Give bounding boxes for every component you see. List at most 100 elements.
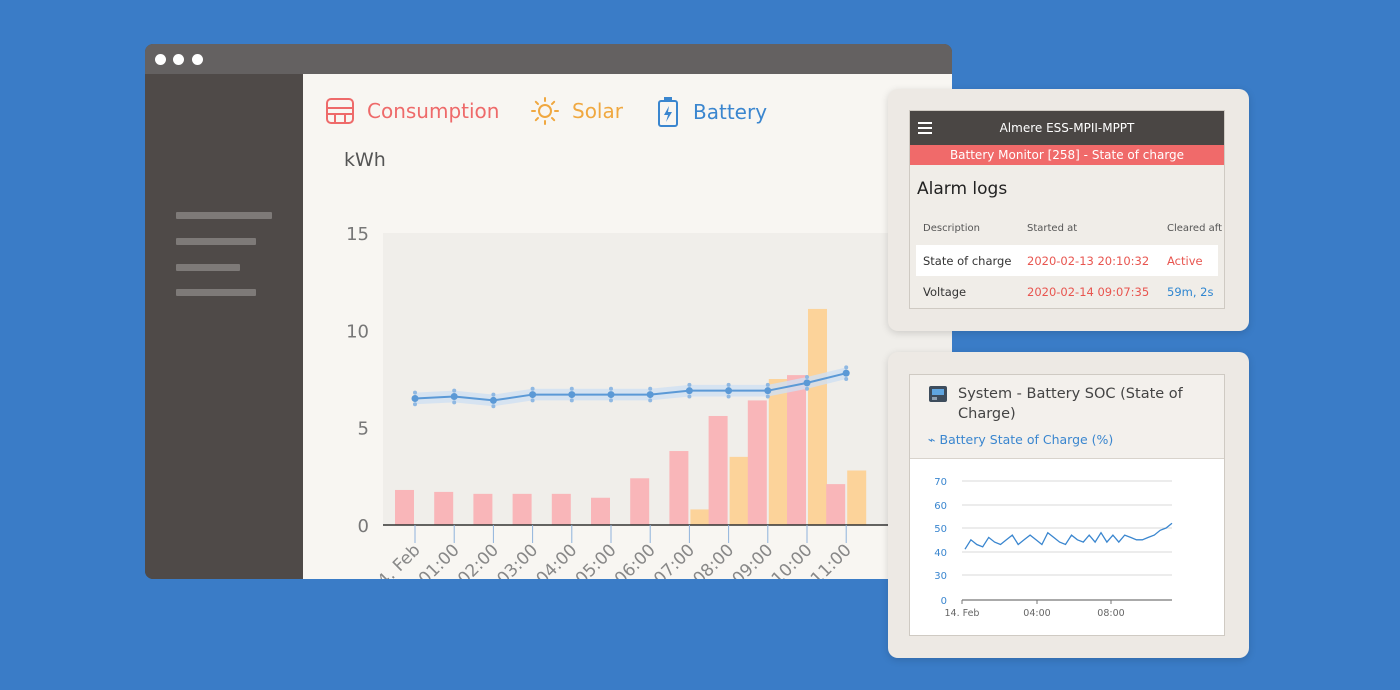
series-label: Battery State of Charge (%) [939,432,1114,447]
battery-range-marker [687,382,692,387]
battery-range-marker [530,386,535,391]
x-tick-label: 11:00 [807,540,856,579]
alarm-header: Almere ESS-MPII-MPPT [910,111,1224,145]
soc-chart: 0 30 40 50 60 70 14. Feb 04:00 08:00 [934,477,1173,619]
y-tick-label: 70 [934,477,947,488]
battery-point [529,391,537,399]
legend-battery-label: Battery [693,100,768,124]
legend-solar[interactable]: Solar [530,96,623,126]
menu-icon[interactable] [918,122,932,134]
row-started: 2020-02-13 20:10:32 [1027,254,1150,268]
alarm-banner[interactable]: Battery Monitor [258] - State of charge [910,145,1224,165]
y-tick-label: 0 [941,596,947,607]
solar-bar [808,308,827,525]
solar-bar [768,379,788,525]
battery-range-marker [726,394,731,399]
window-minimize-dot[interactable] [173,54,184,65]
widget-header: System - Battery SOC (State of Charge) ⌁… [910,375,1224,459]
battery-range-marker [844,365,849,370]
battery-point [725,387,733,395]
battery-point [607,391,615,399]
battery-point [450,393,458,401]
consumption-icon [326,98,354,124]
installation-name: Almere ESS-MPII-MPPT [999,121,1135,135]
soc-line [964,522,1173,550]
battery-range-marker [530,398,535,403]
row-description: State of charge [923,254,1012,268]
battery-range-marker [765,382,770,387]
legend-consumption-label: Consumption [367,99,500,123]
consumption-bar [708,415,728,525]
device-icon [929,386,947,402]
column-header-started[interactable]: Started at [1027,223,1078,234]
table-row[interactable] [916,245,1218,276]
alarm-logs-screen: Almere ESS-MPII-MPPT Battery Monitor [25… [909,110,1225,309]
sidebar [145,74,303,579]
row-cleared: Active [1167,254,1203,268]
column-header-description[interactable]: Description [923,223,980,234]
sidebar-placeholder-line [176,238,256,245]
sidebar-placeholder-line [176,212,272,219]
alarm-logs-card: Almere ESS-MPII-MPPT Battery Monitor [25… [888,89,1249,331]
legend-battery[interactable]: Battery [655,96,767,128]
battery-point [764,387,772,395]
y-tick-label: 0 [358,516,369,537]
battery-range-marker [648,398,653,403]
x-tick-label: 08:00 [1097,608,1124,619]
column-header-cleared[interactable]: Cleared aft [1167,223,1223,234]
battery-range-marker [765,394,770,399]
battery-range-marker [452,400,457,405]
battery-point [842,369,850,377]
y-tick-label: 30 [934,571,947,582]
battery-soc-card: System - Battery SOC (State of Charge) ⌁… [888,352,1249,658]
battery-range-marker [491,392,496,397]
consumption-bar [669,451,689,525]
battery-range-marker [805,386,809,391]
y-axis-label: kWh [344,149,386,171]
battery-range-marker [687,394,692,399]
x-tick-label: 04:00 [1023,608,1050,619]
battery-soc-widget: System - Battery SOC (State of Charge) ⌁… [909,374,1225,636]
battery-point [685,387,693,395]
widget-title: System - Battery SOC (State of Charge) [958,386,1183,422]
alarm-logs-title: Alarm logs [917,179,1008,199]
window-titlebar [145,44,952,74]
battery-point [489,396,497,404]
battery-point [568,391,576,399]
battery-range-marker [609,398,613,403]
legend-solar-label: Solar [572,99,623,123]
chart-panel: Consumption Solar Battery kWh [303,74,952,579]
window-close-dot[interactable] [155,54,166,65]
battery-range-marker [452,388,457,393]
row-started: 2020-02-14 09:07:35 [1027,285,1150,299]
y-tick-label: 50 [934,524,947,535]
y-tick-label: 5 [358,419,369,440]
battery-range-marker [726,382,731,387]
plot-area [383,233,952,525]
battery-range-marker [413,390,417,395]
solar-bar [847,470,867,525]
sun-icon [531,97,559,125]
series-legend[interactable]: ⌁ Battery State of Charge (%) [928,432,1113,447]
solar-bar [729,456,749,525]
consumption-bar [747,400,767,525]
legend-consumption[interactable]: Consumption [325,96,499,126]
battery-point [411,394,419,402]
row-description: Voltage [923,285,967,299]
battery-line [414,372,847,402]
consumption-bar [395,489,414,525]
battery-icon [658,97,678,127]
consumption-bar [826,484,846,525]
battery-range-marker [413,402,417,407]
sidebar-placeholder-line [176,264,240,271]
y-tick-label: 40 [934,548,947,559]
main-window: Consumption Solar Battery kWh [145,44,952,579]
battery-range-marker [648,386,653,391]
consumption-bar [630,478,650,525]
window-maximize-dot[interactable] [192,54,203,65]
battery-range-marker [609,386,613,391]
battery-point [646,391,654,399]
y-tick-label: 10 [346,321,369,342]
y-tick-label: 60 [934,501,947,512]
